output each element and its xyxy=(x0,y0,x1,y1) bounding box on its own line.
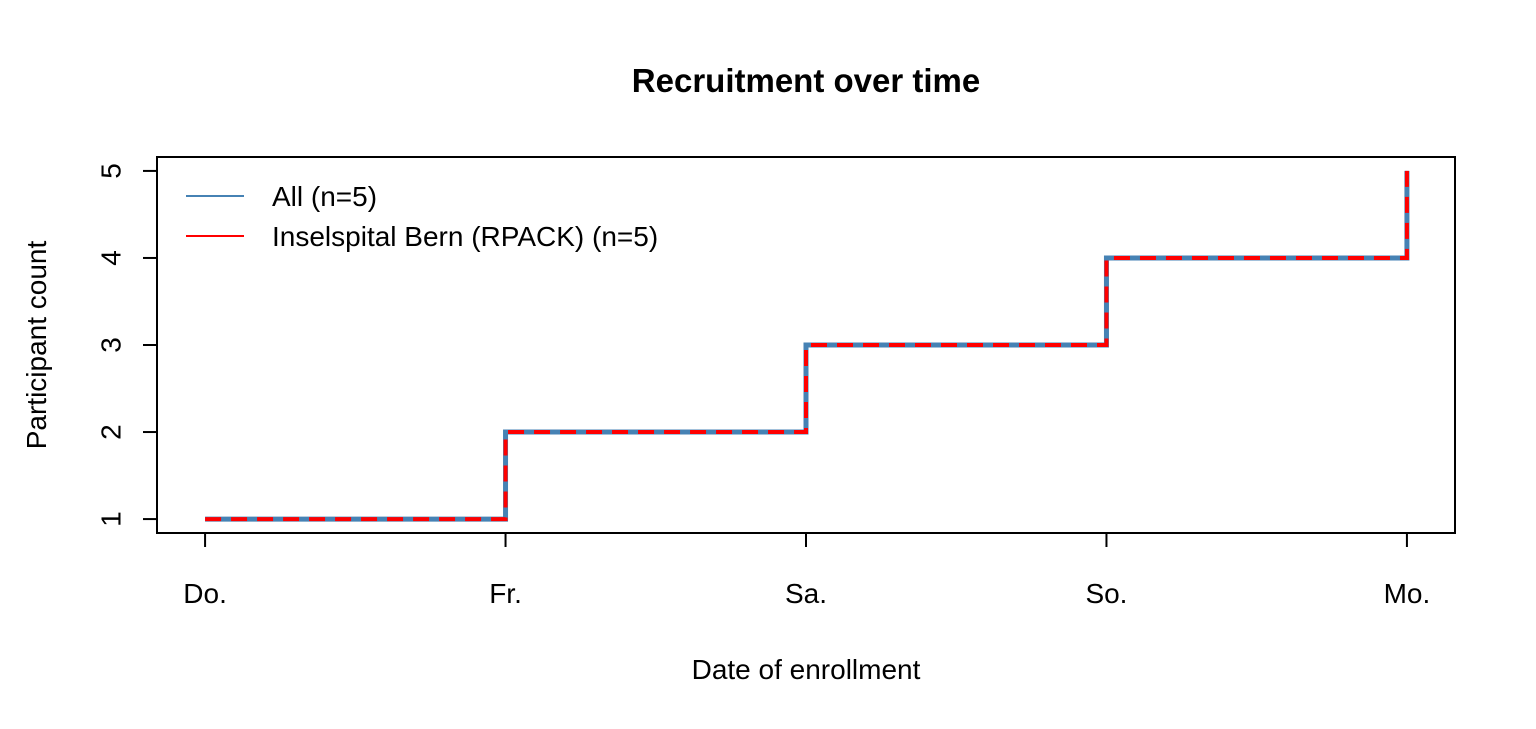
y-axis: 1 2 3 4 5 xyxy=(96,163,158,527)
x-tick-label: Sa. xyxy=(785,578,827,609)
x-tick-label: So. xyxy=(1085,578,1127,609)
y-tick-label: 2 xyxy=(96,424,127,440)
y-tick-label: 4 xyxy=(96,250,127,266)
x-tick-label: Fr. xyxy=(489,578,522,609)
y-tick-label: 5 xyxy=(96,163,127,179)
x-tick-label: Mo. xyxy=(1384,578,1431,609)
y-tick-label: 1 xyxy=(96,511,127,527)
y-tick-label: 3 xyxy=(96,337,127,353)
series-line-1 xyxy=(205,170,1409,522)
x-axis: Do. Fr. Sa. So. Mo. xyxy=(183,532,1431,609)
legend-label-inselspital: Inselspital Bern (RPACK) (n=5) xyxy=(272,221,658,252)
chart-title: Recruitment over time xyxy=(632,62,980,99)
y-axis-label: Participant count xyxy=(21,241,52,450)
legend-label-all: All (n=5) xyxy=(272,181,377,212)
x-axis-label: Date of enrollment xyxy=(692,654,921,685)
x-tick-label: Do. xyxy=(183,578,227,609)
series-layer xyxy=(205,170,1410,522)
legend: All (n=5) Inselspital Bern (RPACK) (n=5) xyxy=(186,181,658,252)
